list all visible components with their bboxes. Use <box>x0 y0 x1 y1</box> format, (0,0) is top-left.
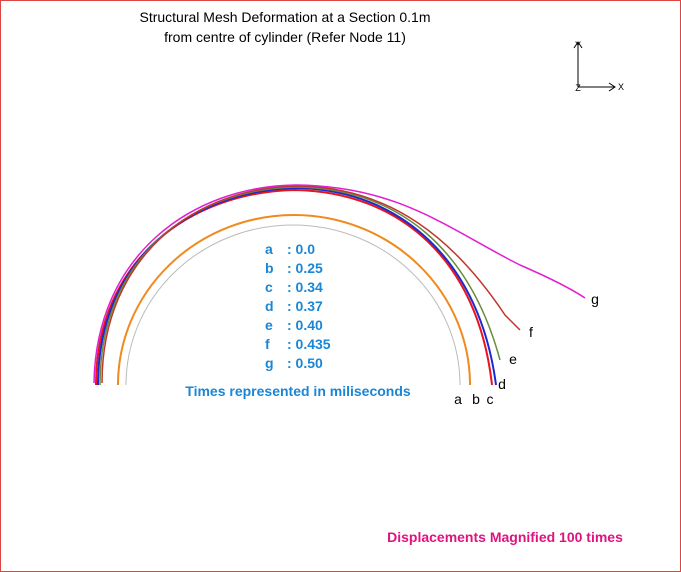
legend-time: : 0.34 <box>287 279 323 295</box>
legend-letter: a <box>265 241 273 257</box>
y-axis-label: Y <box>575 40 581 50</box>
title-line: from centre of cylinder (Refer Node 11) <box>164 29 406 45</box>
legend-time: : 0.37 <box>287 298 323 314</box>
curve-label: d <box>498 376 506 392</box>
legend-time: : 0.435 <box>287 336 331 352</box>
title-line: Structural Mesh Deformation at a Section… <box>139 9 430 25</box>
curves <box>93 184 586 386</box>
x-axis-label: X <box>618 82 624 92</box>
legend-letter: c <box>265 279 273 295</box>
legend-letter: f <box>265 336 270 352</box>
legend-note: Times represented in miliseconds <box>185 383 411 399</box>
z-axis-label: Z <box>575 83 581 93</box>
footer-note: Displacements Magnified 100 times <box>387 529 623 545</box>
curve-b <box>117 214 471 386</box>
curve-g <box>93 184 586 384</box>
curve-label: g <box>591 291 599 307</box>
curve-c <box>95 188 493 386</box>
arrow-heads <box>573 41 616 92</box>
legend-letter: d <box>265 298 274 314</box>
legend: a : 0.0 b : 0.25 c : 0.34 d : 0.37 e : 0… <box>185 241 411 399</box>
legend-time: : 0.50 <box>287 355 323 371</box>
legend-letter: b <box>265 260 274 276</box>
curve-label: f <box>529 324 533 340</box>
axis-glyph <box>573 41 616 92</box>
curve-label: c <box>487 391 494 407</box>
legend-letter: g <box>265 355 274 371</box>
legend-time: : 0.40 <box>287 317 323 333</box>
legend-time: : 0.25 <box>287 260 323 276</box>
curve-d <box>97 186 497 386</box>
curve-a <box>125 224 461 386</box>
curve-label: e <box>509 351 517 367</box>
curve-label: b <box>472 391 480 407</box>
legend-letter: e <box>265 317 273 333</box>
curve-e <box>99 186 501 386</box>
curve-f <box>101 185 521 384</box>
curve-label: a <box>454 391 462 407</box>
legend-time: : 0.0 <box>287 241 315 257</box>
